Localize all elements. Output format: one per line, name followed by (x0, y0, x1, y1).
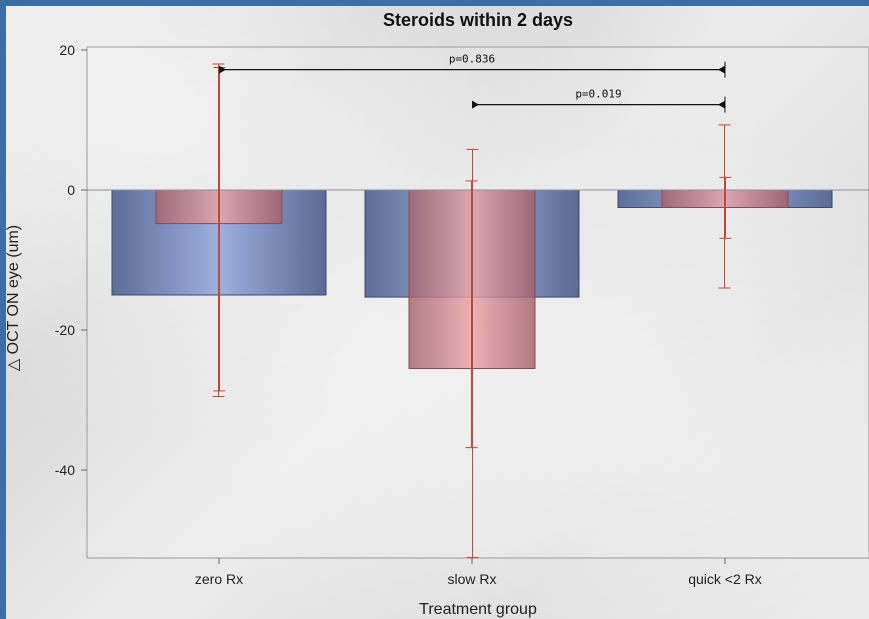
chart-title: Steroids within 2 days (383, 10, 573, 30)
x-tick-label-2: quick <2 Rx (688, 571, 762, 587)
bar-chart: Steroids within 2 days p=0.836 p=0.019 20… (6, 10, 869, 618)
annotations-layer: p=0.836 p=0.019 (219, 53, 726, 113)
y-tick-label-3: -40 (55, 462, 75, 478)
annotation-label-0: p=0.836 (449, 53, 495, 66)
y-tick-label-1: 0 (67, 182, 75, 198)
y-axis-label: △ OCT ON eye (um) (6, 225, 22, 371)
annotation-arrow-left-0 (219, 65, 226, 74)
annotation-arrow-right-0 (718, 65, 725, 74)
axes-layer: 20 0 -20 -40 zero Rx slow Rx quick <2 Rx (55, 42, 762, 587)
annotation-label-1: p=0.019 (575, 88, 621, 101)
x-tick-label-1: slow Rx (447, 571, 496, 587)
y-tick-label-0: 20 (59, 42, 75, 58)
x-tick-label-0: zero Rx (195, 571, 243, 587)
annotation-arrow-right-1 (718, 100, 725, 109)
x-axis-label: Treatment group (419, 601, 537, 618)
y-tick-label-2: -20 (55, 322, 75, 338)
annotation-arrow-left-1 (472, 100, 479, 109)
chart-frame: Steroids within 2 days p=0.836 p=0.019 20… (6, 6, 869, 619)
